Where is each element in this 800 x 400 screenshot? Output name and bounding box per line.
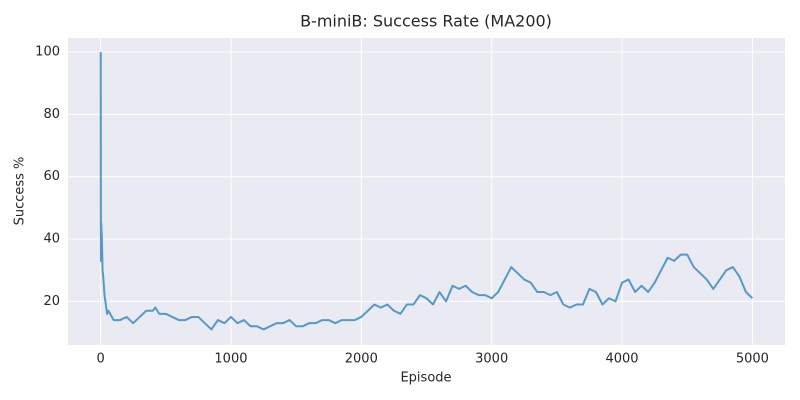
x-tick-label: 3000: [475, 352, 508, 367]
y-axis-label: Success %: [13, 157, 28, 226]
x-tick-label: 0: [96, 352, 104, 367]
plot-area: [68, 38, 785, 345]
x-tick-label: 5000: [736, 352, 769, 367]
y-tick-label: 60: [43, 169, 60, 184]
x-tick-label: 4000: [605, 352, 638, 367]
data-line: [99, 52, 754, 331]
x-axis-label: Episode: [400, 371, 451, 386]
y-tick-label: 80: [43, 107, 60, 122]
x-tick-label: 2000: [345, 352, 378, 367]
x-tick-label: 1000: [214, 352, 247, 367]
y-tick-label: 40: [43, 232, 60, 247]
y-tick-label: 100: [35, 45, 60, 60]
chart-title: B-miniB: Success Rate (MA200): [300, 12, 552, 31]
y-tick-label: 20: [43, 294, 60, 309]
